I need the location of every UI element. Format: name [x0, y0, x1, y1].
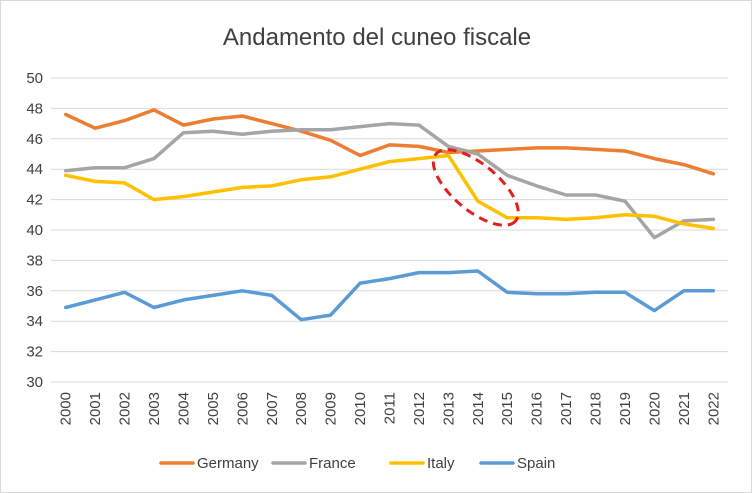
x-tick-label: 2019 [617, 392, 634, 425]
y-tick-label: 38 [26, 252, 43, 269]
x-tick-label: 2014 [470, 392, 487, 425]
chart-title: Andamento del cuneo fiscale [223, 24, 531, 51]
legend-label-spain: Spain [517, 455, 555, 472]
y-tick-label: 44 [26, 161, 43, 178]
x-axis-ticks: 2000 2001 2002 2003 2004 2005 2006 2007 2008 2009… [58, 392, 723, 425]
x-tick-label: 2009 [323, 392, 340, 425]
annotation [431, 148, 520, 227]
y-tick-label: 40 [26, 222, 43, 239]
y-tick-label: 30 [26, 374, 43, 391]
x-tick-label: 2002 [117, 392, 134, 425]
y-tick-label: 48 [26, 100, 43, 117]
y-tick-label: 36 [26, 283, 43, 300]
x-tick-label: 2004 [175, 392, 192, 425]
y-axis-ticks: 30 32 34 36 38 40 42 44 46 48 50 [26, 70, 43, 391]
x-tick-label: 2016 [529, 392, 546, 425]
y-tick-label: 50 [26, 70, 43, 87]
y-tick-label: 32 [26, 344, 43, 361]
legend: Germany France Italy Spain [159, 455, 555, 472]
x-tick-label: 2017 [558, 392, 575, 425]
x-tick-label: 2011 [382, 392, 399, 424]
series-line-germany [63, 108, 716, 176]
x-tick-label: 2020 [646, 392, 663, 425]
x-tick-label: 2018 [588, 392, 605, 425]
y-tick-label: 46 [26, 131, 43, 148]
series-line-italy [63, 153, 716, 231]
x-tick-label: 2000 [58, 392, 75, 425]
x-tick-label: 2012 [411, 392, 428, 425]
x-tick-label: 2006 [234, 392, 251, 425]
x-tick-label: 2013 [440, 392, 457, 425]
x-tick-label: 2003 [146, 392, 163, 425]
x-tick-label: 2021 [676, 392, 693, 425]
x-tick-label: 2022 [705, 392, 722, 425]
x-tick-label: 2010 [352, 392, 369, 425]
highlight-ellipse [431, 148, 520, 227]
legend-label-france: France [309, 455, 356, 472]
series-line-france [63, 121, 716, 240]
series-lines [63, 108, 716, 322]
x-tick-label: 2015 [499, 392, 516, 425]
legend-label-germany: Germany [197, 455, 259, 472]
x-tick-label: 2007 [264, 392, 281, 425]
y-tick-label: 34 [26, 313, 43, 330]
series-line-spain [63, 269, 716, 322]
x-tick-label: 2001 [87, 392, 104, 425]
x-tick-label: 2008 [293, 392, 310, 425]
x-tick-label: 2005 [205, 392, 222, 425]
y-tick-label: 42 [26, 192, 43, 209]
legend-label-italy: Italy [427, 455, 455, 472]
